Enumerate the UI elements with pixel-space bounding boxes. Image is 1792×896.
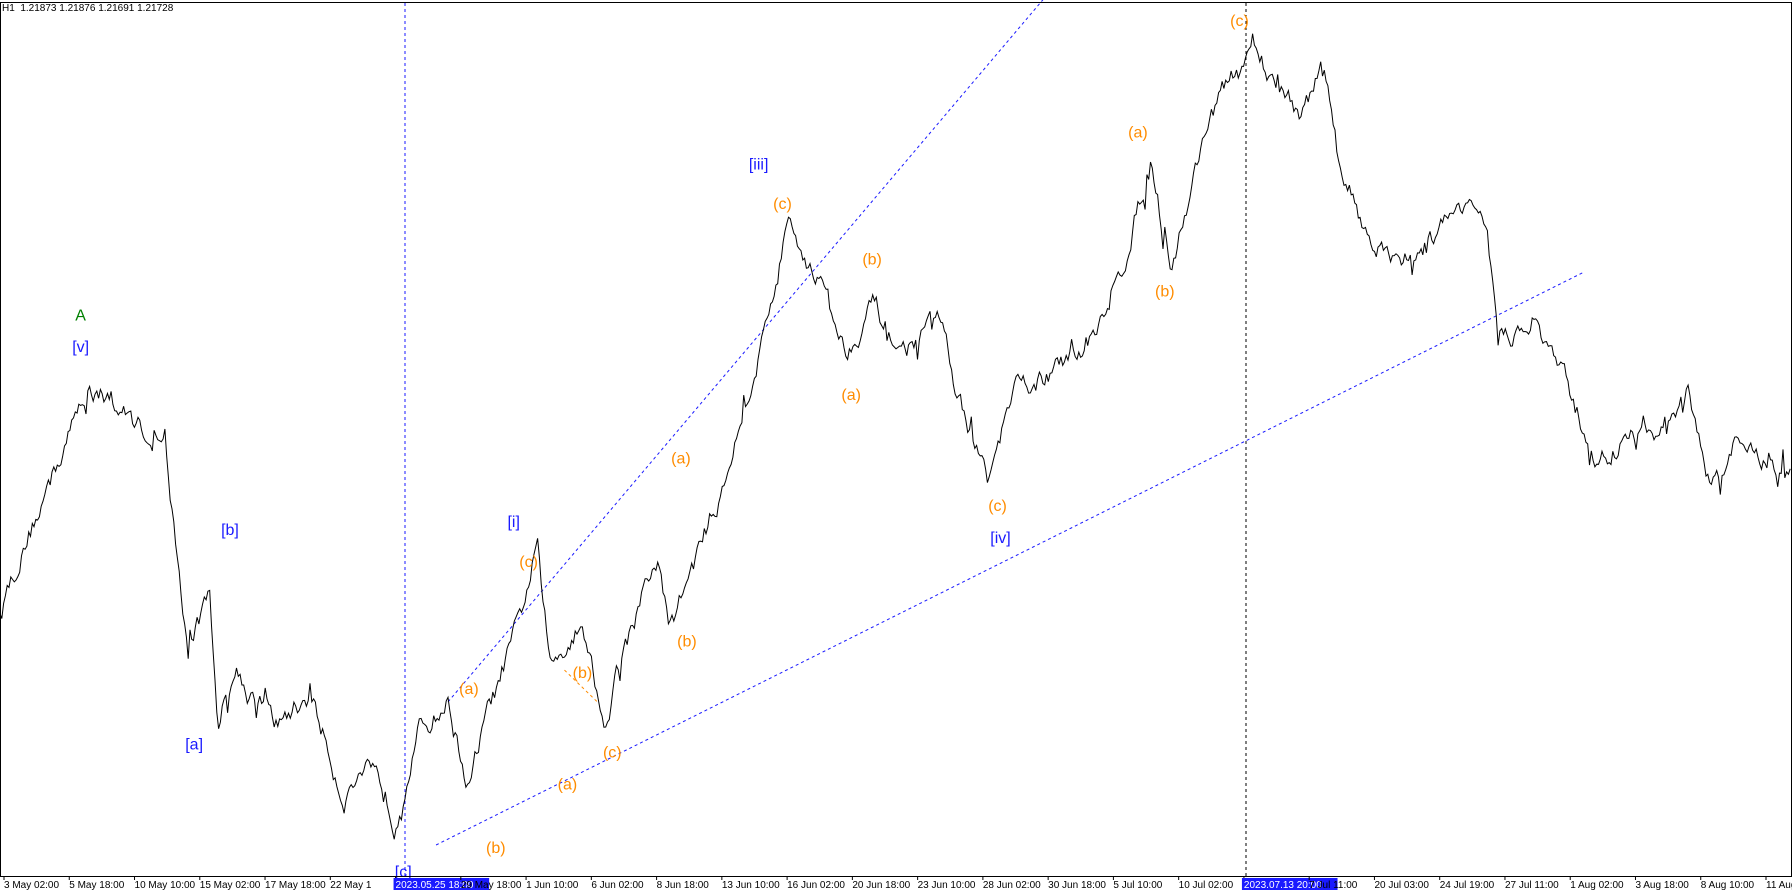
trendline-2[interactable] <box>435 272 1584 846</box>
wave-label: (b) <box>677 633 697 650</box>
x-axis-ticks: 3 May 02:00 5 May 18:00 10 May 10:00 15 May… <box>3 876 1792 891</box>
wave-label: (a) <box>841 387 861 404</box>
trendline-layer <box>435 0 1584 846</box>
x-tick-label: 8 Jun 18:00 <box>657 880 710 891</box>
wave-label: [a] <box>185 737 203 754</box>
x-tick-label: 13 Jun 10:00 <box>722 880 780 891</box>
x-tick-label: 23 Jun 10:00 <box>918 880 976 891</box>
wave-label: [iii] <box>749 156 769 173</box>
wave-label: A <box>75 307 86 324</box>
x-tick-label: 29 May 18:00 <box>461 880 522 891</box>
x-tick-label: 3 Aug 18:00 <box>1635 880 1689 891</box>
wave-label: [iv] <box>990 530 1010 547</box>
x-tick-label: 2023.05.25 18:00 <box>396 880 474 891</box>
x-tick-label: 17 May 18:00 <box>265 880 326 891</box>
x-tick-label: 10 May 10:00 <box>135 880 196 891</box>
x-tick-label: 27 Jul 11:00 <box>1505 880 1559 891</box>
x-tick-label: 22 May 1 <box>330 880 372 891</box>
wave-label: (b) <box>1155 283 1175 300</box>
x-tick-label: 10 Jul 02:00 <box>1179 880 1234 891</box>
x-tick-label: 5 May 18:00 <box>69 880 124 891</box>
x-tick-label: 20 Jul 03:00 <box>1374 880 1429 891</box>
wave-label: (b) <box>486 840 506 857</box>
vertical-marker-layer <box>404 3 1247 876</box>
x-tick-label: 3 May 02:00 <box>4 880 59 891</box>
ohlc-readout: H1 1.21873 1.21876 1.21691 1.21728 <box>2 3 174 14</box>
wave-label: (c) <box>988 498 1007 515</box>
x-tick-label: 2023.07.13 20:00 <box>1244 880 1322 891</box>
wave-label: (c) <box>519 554 538 571</box>
trendline-1[interactable] <box>447 0 1081 703</box>
wave-label: (c) <box>1230 13 1249 30</box>
wave-label: (a) <box>558 776 578 793</box>
x-tick-label: 1 Jun 10:00 <box>526 880 579 891</box>
x-tick-label: 5 Jul 10:00 <box>1113 880 1162 891</box>
x-tick-highlight <box>393 878 490 890</box>
x-tick-label: 16 Jun 02:00 <box>787 880 845 891</box>
x-tick-label: 28 Jun 02:00 <box>983 880 1041 891</box>
wave-label: (a) <box>671 450 691 467</box>
wave-label: (b) <box>862 252 882 269</box>
x-tick-label: 6 Jun 02:00 <box>591 880 644 891</box>
x-tick-label: 7 Jul 11:00 <box>1309 880 1358 891</box>
price-series-layer <box>0 33 1791 840</box>
wave-label: [b] <box>221 522 239 539</box>
price-line <box>0 33 1791 840</box>
wave-label: [v] <box>72 339 89 356</box>
wave-label: [i] <box>507 514 519 531</box>
x-tick-label: 30 Jun 18:00 <box>1048 880 1106 891</box>
x-tick-label: 1 Aug 02:00 <box>1570 880 1624 891</box>
plot-frame <box>0 2 1792 877</box>
x-tick-label: 24 Jul 19:00 <box>1440 880 1495 891</box>
wave-label: (c) <box>773 196 792 213</box>
wave-label: (b) <box>573 665 593 682</box>
wave-label: (a) <box>1128 124 1148 141</box>
trendline-3[interactable] <box>564 669 598 703</box>
wave-label-layer: A[v][b][a][c](a)(b)[i](c)(b)(a)(c)(a)(b)… <box>72 13 1249 881</box>
wave-label: (a) <box>459 681 479 698</box>
x-tick-highlight <box>1241 878 1338 890</box>
x-tick-label: 15 May 02:00 <box>200 880 261 891</box>
x-tick-label: 11 Aug 02:00 <box>1766 880 1792 891</box>
wave-label: (c) <box>603 745 622 762</box>
x-tick-label: 8 Aug 10:00 <box>1701 880 1755 891</box>
x-tick-label: 20 Jun 18:00 <box>852 880 910 891</box>
